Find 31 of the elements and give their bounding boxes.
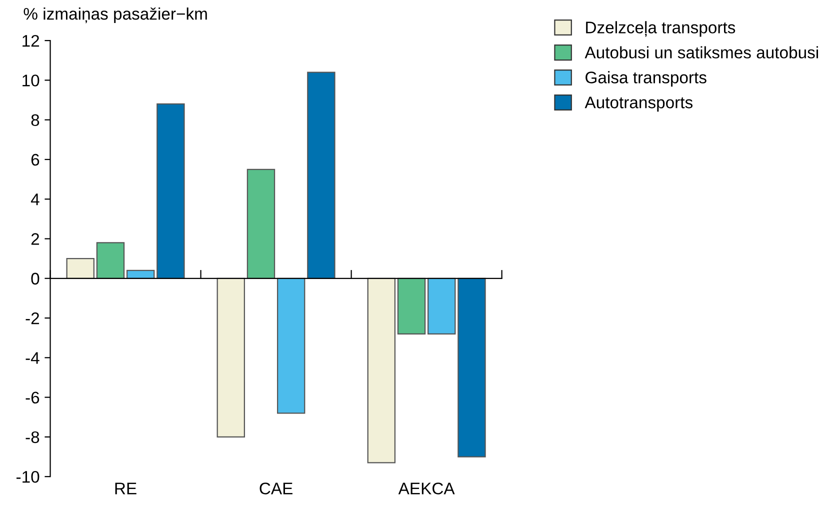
bar	[216, 278, 245, 438]
y-axis-title: % izmaiņas pasažier−km	[24, 7, 207, 24]
bar	[458, 278, 486, 458]
legend-label: Autotransports	[584, 96, 693, 112]
y-tick-label: -2	[26, 312, 40, 324]
x-tick-label: CAE	[260, 482, 292, 494]
legend-label: Autobusi un satiksmes autobusi	[584, 46, 818, 58]
legend-label: Gaisa transports	[586, 71, 706, 87]
y-tick-label: -8	[26, 431, 40, 444]
bar	[428, 278, 456, 334]
legend-label: Dzelzceļa transports	[586, 21, 736, 37]
bar	[397, 278, 426, 334]
y-tick-label: 2	[31, 233, 40, 245]
y-tick-label: -4	[26, 352, 40, 364]
bar	[156, 103, 185, 279]
y-tick-label: 0	[31, 272, 40, 285]
bar	[307, 72, 336, 279]
bar	[367, 278, 396, 464]
y-tick-label: -10	[16, 470, 40, 483]
y-tick-label: 4	[30, 194, 40, 206]
y-tick-label: 6	[31, 154, 40, 166]
y-tick-label: 10	[22, 74, 40, 86]
x-tick-label: AEKCA	[398, 482, 455, 494]
bar	[276, 278, 306, 414]
y-tick-label: 8	[31, 114, 40, 126]
bar	[246, 168, 276, 279]
bar	[96, 242, 125, 279]
y-tick-label: 12	[22, 34, 40, 47]
y-tick-label: -6	[26, 392, 40, 404]
bar	[66, 258, 94, 279]
x-tick-label: RE	[115, 482, 136, 494]
